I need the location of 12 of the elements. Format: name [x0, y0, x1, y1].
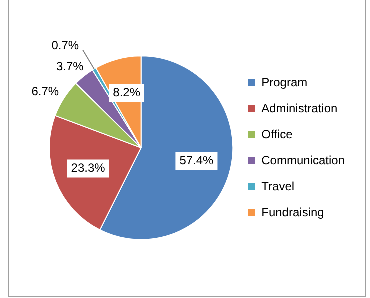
legend-label: Communication: [262, 153, 346, 168]
data-label: 57.4%: [180, 153, 214, 168]
data-label: 3.7%: [56, 59, 84, 74]
legend-label: Administration: [262, 101, 338, 116]
legend-label: Program: [262, 75, 308, 90]
data-label: 6.7%: [32, 84, 60, 98]
data-label: 8.2%: [113, 85, 141, 100]
data-label: 0.7%: [52, 38, 80, 53]
legend-label: Office: [262, 127, 294, 142]
legend-label: Travel: [262, 179, 295, 194]
legend-label: Fundraising: [262, 205, 324, 220]
data-label: 23.3%: [71, 161, 106, 176]
